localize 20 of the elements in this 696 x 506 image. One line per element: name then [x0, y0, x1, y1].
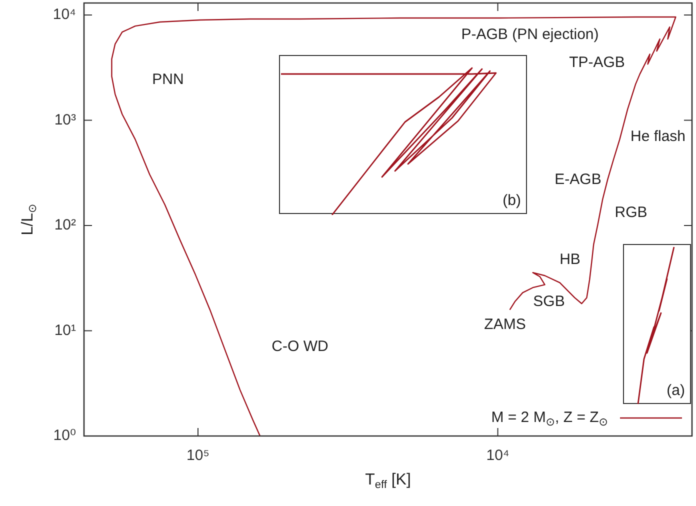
annotation: SGB [533, 293, 565, 310]
x-tick-label: 10⁵ [186, 447, 210, 464]
y-tick-label: 10³ [54, 111, 76, 128]
annotation: P-AGB (PN ejection) [461, 26, 599, 44]
legend-label: M = 2 M⊙, Z = Z⊙ [491, 409, 608, 429]
y-tick-label: 10⁴ [52, 6, 76, 24]
annotation: He flash [630, 128, 686, 146]
annotation: (a) [666, 382, 685, 399]
annotation: HB [560, 251, 580, 268]
y-tick-label: 10² [54, 216, 76, 234]
y-tick-label: 10¹ [54, 322, 76, 339]
annotation: E-AGB [554, 171, 602, 188]
annotation: ZAMS [484, 316, 526, 334]
y-tick-label: 10⁰ [53, 427, 76, 444]
annotation: RGB [614, 204, 648, 222]
annotation: (b) [502, 192, 521, 209]
y-axis-title: L/L⊙ [19, 204, 39, 236]
annotation: PNN [152, 71, 184, 88]
annotation: TP-AGB [569, 54, 625, 72]
annotation: C-O WD [272, 338, 328, 356]
